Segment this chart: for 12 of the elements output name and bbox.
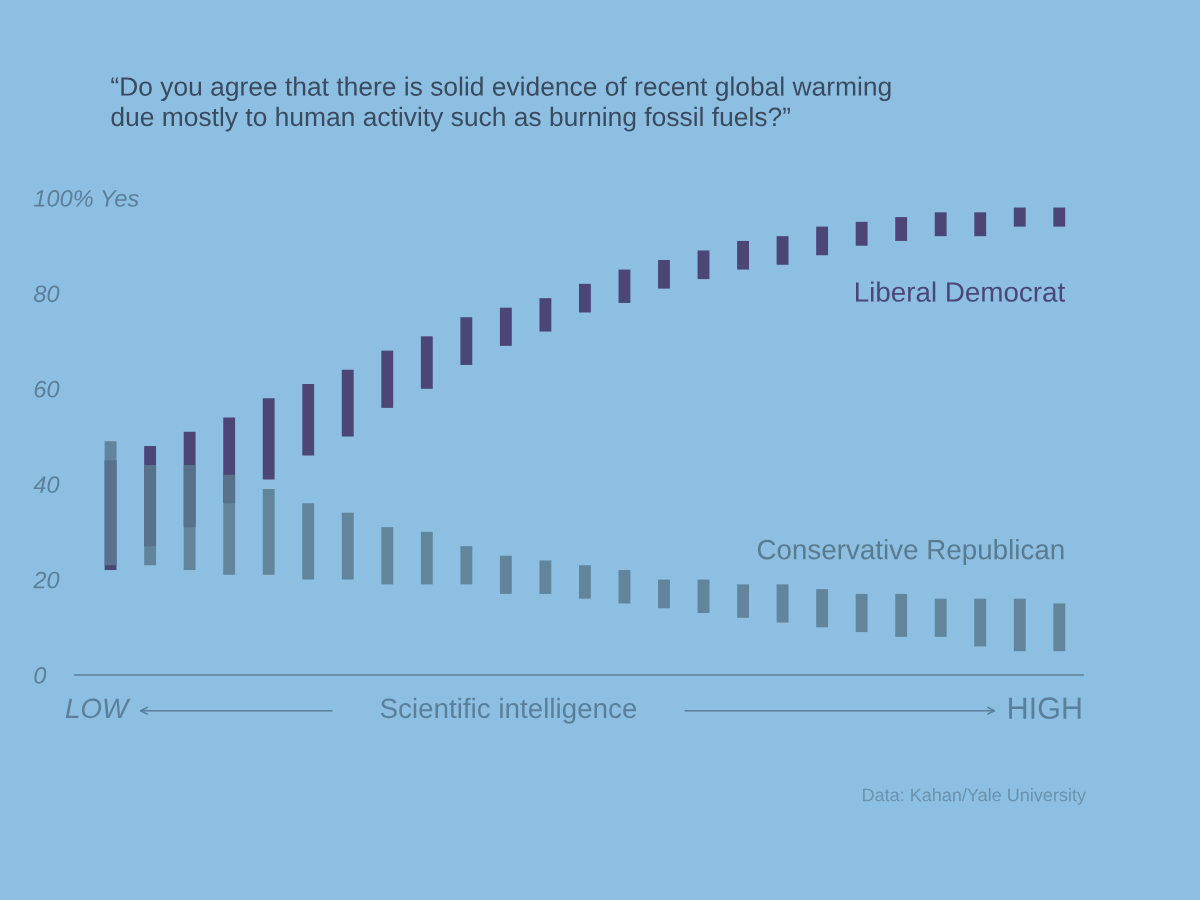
y-tick-label: 80 bbox=[33, 285, 60, 303]
series-label: Conservative Republican bbox=[757, 539, 1064, 565]
x-axis-title: Scientific intelligence bbox=[380, 697, 637, 724]
y-tick-label: 0 bbox=[34, 667, 47, 684]
y-tick-label: 60 bbox=[34, 380, 60, 398]
y-tick-label: 40 bbox=[33, 476, 60, 493]
text: HIGH bbox=[1009, 697, 1081, 719]
chart-title: “Do you agree that there is solid evidence of recent global warming due mostly to human activity such as burning fossil fuels?” bbox=[111, 76, 891, 132]
y-tick-label: 100% Yes bbox=[33, 190, 139, 207]
series-label: Liberal Democrat bbox=[856, 281, 1066, 302]
y-tick-label: 20 bbox=[33, 571, 60, 589]
text: LOW bbox=[65, 698, 131, 719]
